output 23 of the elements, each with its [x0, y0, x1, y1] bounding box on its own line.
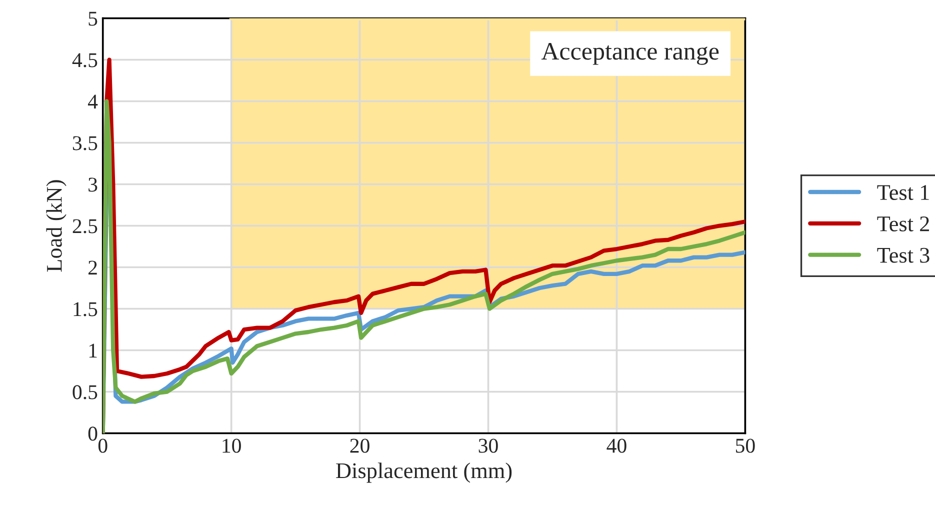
x-tick-label: 10 [222, 438, 241, 453]
y-tick-label: 5 [88, 12, 98, 26]
x-tick-label: 50 [736, 438, 755, 453]
y-tick-label: 4 [88, 94, 98, 108]
x-tick-label: 0 [98, 438, 108, 453]
annotation: Acceptance range [541, 42, 719, 65]
legend-label: Test 2 [877, 216, 929, 232]
y-tick-label: 4.5 [72, 53, 98, 68]
y-tick-label: 1.5 [74, 302, 98, 316]
legend-label: Test 3 [877, 248, 930, 263]
x-tick-label: 30 [478, 438, 498, 453]
y-axis-title: Load (kN) [46, 180, 66, 272]
y-tick-label: 3 [88, 178, 98, 192]
x-tick-label: 20 [350, 438, 370, 453]
x-axis-title: Displacement (mm) [336, 462, 512, 483]
x-tick-label: 40 [606, 438, 626, 453]
y-tick-label: 0.5 [72, 385, 98, 400]
legend-label: Test 1 [877, 185, 929, 200]
y-tick-label: 1 [89, 344, 97, 358]
y-tick-label: 3.5 [72, 136, 98, 150]
y-tick-label: 0 [88, 426, 98, 441]
y-tick-label: 2 [88, 260, 97, 274]
y-tick-label: 2.5 [72, 219, 98, 234]
